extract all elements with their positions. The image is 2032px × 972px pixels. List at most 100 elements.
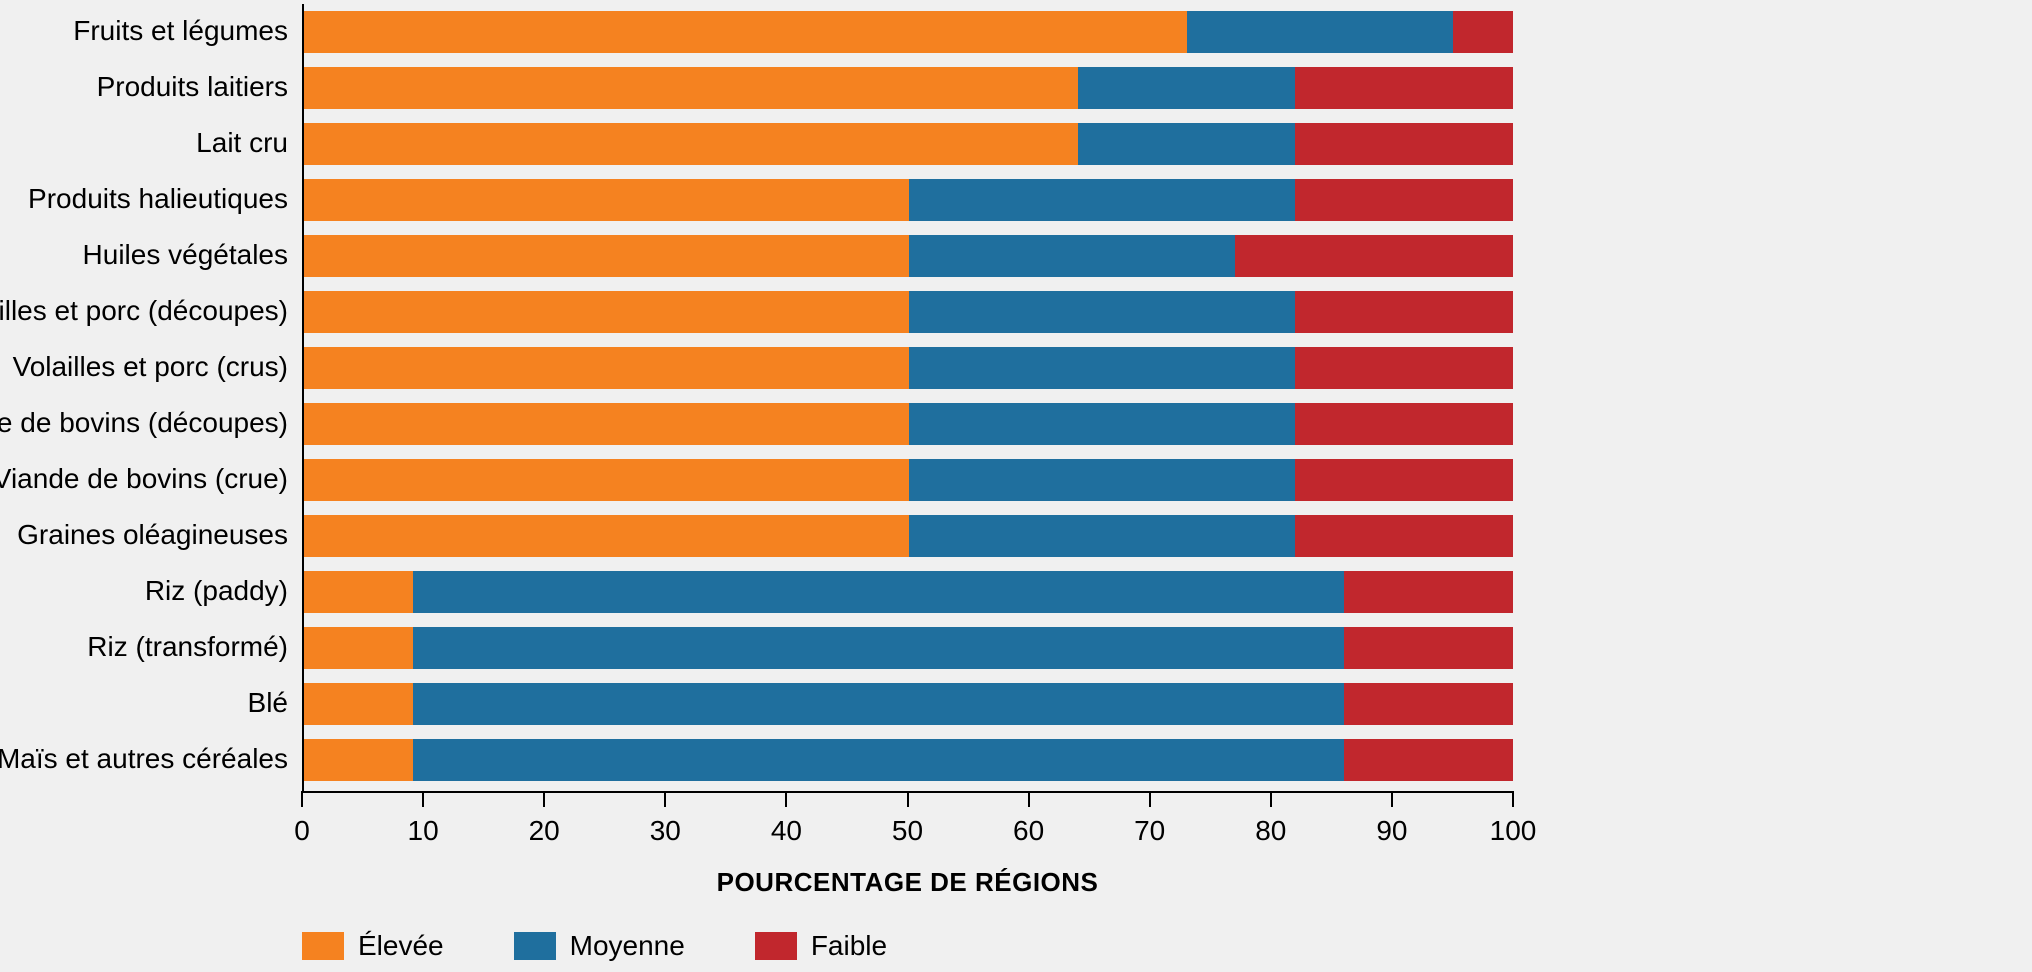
x-tick-label: 70 (1134, 815, 1165, 847)
bar-segment-faible (1295, 67, 1513, 109)
x-tick-label: 90 (1376, 815, 1407, 847)
bar-row (304, 67, 1513, 109)
bar-row (304, 235, 1513, 277)
bar-segment-moyenne (909, 347, 1296, 389)
bar-segment-moyenne (1078, 67, 1296, 109)
y-category-label: Volailles et porc (découpes) (0, 295, 288, 327)
y-category-label: Volailles et porc (crus) (13, 351, 288, 383)
bar-row (304, 627, 1513, 669)
bar-segment-elevee (304, 291, 909, 333)
y-category-label: Riz (paddy) (145, 575, 288, 607)
bar-segment-moyenne (1078, 123, 1296, 165)
bar-segment-elevee (304, 739, 413, 781)
bar-segment-moyenne (909, 515, 1296, 557)
x-tick-label: 30 (650, 815, 681, 847)
bar-segment-elevee (304, 683, 413, 725)
bar-segment-elevee (304, 123, 1078, 165)
bar-segment-moyenne (909, 403, 1296, 445)
x-tick-label: 80 (1255, 815, 1286, 847)
bar-segment-faible (1295, 179, 1513, 221)
x-tick (1149, 791, 1151, 807)
bar-segment-elevee (304, 67, 1078, 109)
bar-segment-faible (1295, 347, 1513, 389)
bar-segment-elevee (304, 627, 413, 669)
x-tick (1512, 791, 1514, 807)
x-tick-label: 40 (771, 815, 802, 847)
legend-label: Faible (811, 930, 887, 962)
bar-row (304, 459, 1513, 501)
legend-item-moyenne: Moyenne (514, 930, 685, 962)
bar-row (304, 291, 1513, 333)
bar-segment-moyenne (413, 571, 1344, 613)
bar-segment-elevee (304, 179, 909, 221)
bar-row (304, 571, 1513, 613)
bar-segment-faible (1344, 627, 1513, 669)
bar-segment-elevee (304, 347, 909, 389)
bar-segment-elevee (304, 403, 909, 445)
y-category-label: Viande de bovins (découpes) (0, 407, 288, 439)
y-category-label: Produits laitiers (97, 71, 288, 103)
x-tick (543, 791, 545, 807)
bar-segment-faible (1295, 459, 1513, 501)
legend: Élevée Moyenne Faible (302, 930, 887, 962)
x-tick (664, 791, 666, 807)
bar-segment-moyenne (1187, 11, 1453, 53)
bar-segment-faible (1453, 11, 1513, 53)
x-tick-label: 50 (892, 815, 923, 847)
bar-segment-faible (1295, 515, 1513, 557)
y-category-label: Huiles végétales (83, 239, 288, 271)
bar-row (304, 347, 1513, 389)
bar-row (304, 515, 1513, 557)
bar-row (304, 11, 1513, 53)
bar-segment-faible (1344, 571, 1513, 613)
bar-segment-moyenne (909, 291, 1296, 333)
y-category-label: Fruits et légumes (73, 15, 288, 47)
y-category-label: Graines oléagineuses (17, 519, 288, 551)
legend-swatch (302, 932, 344, 960)
bar-segment-elevee (304, 11, 1187, 53)
x-tick-label: 0 (294, 815, 310, 847)
x-tick (1391, 791, 1393, 807)
x-tick (785, 791, 787, 807)
x-tick-label: 10 (408, 815, 439, 847)
bar-row (304, 123, 1513, 165)
x-tick-label: 60 (1013, 815, 1044, 847)
bar-segment-elevee (304, 459, 909, 501)
bar-segment-faible (1344, 683, 1513, 725)
bar-segment-faible (1344, 739, 1513, 781)
bar-segment-faible (1295, 403, 1513, 445)
legend-item-faible: Faible (755, 930, 887, 962)
y-category-label: Viande de bovins (crue) (0, 463, 288, 495)
x-tick (1028, 791, 1030, 807)
y-category-label: Blé (248, 687, 288, 719)
bar-segment-moyenne (909, 179, 1296, 221)
bar-segment-moyenne (413, 739, 1344, 781)
bar-row (304, 179, 1513, 221)
y-category-label: Lait cru (196, 127, 288, 159)
bar-segment-elevee (304, 571, 413, 613)
bar-segment-faible (1295, 291, 1513, 333)
bar-segment-elevee (304, 515, 909, 557)
legend-item-elevee: Élevée (302, 930, 444, 962)
x-tick-label: 100 (1490, 815, 1537, 847)
x-axis-title: POURCENTAGE DE RÉGIONS (717, 867, 1099, 898)
chart-container: 0 10 20 30 40 50 60 70 80 90 100 Fruits et légumes… (0, 0, 2032, 972)
x-tick-label: 20 (529, 815, 560, 847)
legend-label: Moyenne (570, 930, 685, 962)
legend-label: Élevée (358, 930, 444, 962)
bar-segment-moyenne (413, 683, 1344, 725)
x-tick (907, 791, 909, 807)
bar-segment-faible (1295, 123, 1513, 165)
x-tick (1270, 791, 1272, 807)
bar-segment-moyenne (909, 235, 1235, 277)
y-category-label: Riz (transformé) (87, 631, 288, 663)
bar-segment-faible (1235, 235, 1513, 277)
y-category-label: Maïs et autres céréales (0, 743, 288, 775)
y-category-label: Produits halieutiques (28, 183, 288, 215)
x-tick (422, 791, 424, 807)
bar-row (304, 739, 1513, 781)
bar-row (304, 683, 1513, 725)
bar-segment-moyenne (909, 459, 1296, 501)
bar-segment-moyenne (413, 627, 1344, 669)
bar-row (304, 403, 1513, 445)
